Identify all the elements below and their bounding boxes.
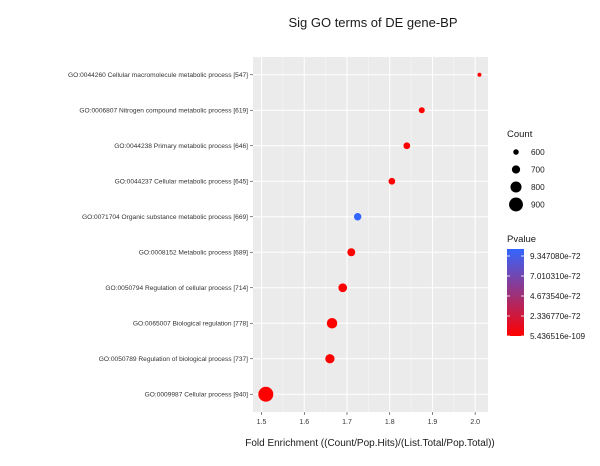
- pvalue-legend-label: 7.010310e-72: [530, 272, 581, 281]
- pvalue-legend-label: 9.347080e-72: [530, 252, 581, 261]
- pvalue-legend-label: 5.436516e-109: [530, 332, 586, 341]
- count-legend-dot: [513, 149, 519, 155]
- data-point: [477, 72, 482, 77]
- x-tick-label: 1.9: [428, 419, 438, 426]
- count-legend-dot: [510, 181, 522, 193]
- grid-lines: [253, 57, 488, 412]
- count-legend-label: 800: [531, 183, 545, 192]
- y-tick-label: GO:0009987 Cellular process [940]: [145, 392, 249, 399]
- x-tick-label: 2.0: [470, 419, 480, 426]
- y-tick-label: GO:0050789 Regulation of biological proc…: [99, 356, 248, 363]
- y-tick-label: GO:0008152 Metabolic process [689]: [139, 250, 248, 257]
- data-points: [258, 72, 482, 402]
- data-point: [353, 213, 362, 221]
- plot-panel: [253, 57, 488, 412]
- y-tick-label: GO:0071704 Organic substance metabolic p…: [82, 214, 248, 221]
- data-point: [325, 354, 335, 364]
- pvalue-legend-label: 4.673540e-72: [530, 292, 581, 301]
- y-axis-labels: GO:0044260 Cellular macromolecule metabo…: [68, 72, 253, 399]
- y-tick-label: GO:0044237 Cellular metabolic process [6…: [115, 179, 249, 186]
- count-legend-title: Count: [507, 129, 533, 140]
- count-legend: Count 600 700 800 900: [507, 129, 545, 212]
- pvalue-legend-label: 2.336770e-72: [530, 312, 581, 321]
- pvalue-legend: Pvalue 9.347080e-72 7.010310e-72 4.673540e…: [507, 234, 586, 341]
- count-legend-label: 600: [531, 148, 545, 157]
- data-point: [418, 107, 425, 114]
- x-axis-title: Fold Enrichment ((Count/Pop.Hits)/(List.…: [245, 438, 495, 449]
- pvalue-colorbar: [507, 249, 524, 336]
- count-legend-label: 900: [531, 201, 545, 210]
- count-legend-dot: [509, 197, 523, 212]
- data-point: [338, 283, 348, 293]
- count-legend-label: 700: [531, 166, 545, 175]
- y-tick-label: GO:0044260 Cellular macromolecule metabo…: [68, 72, 248, 79]
- data-point: [326, 318, 338, 329]
- y-tick-label: GO:0050794 Regulation of cellular proces…: [105, 285, 248, 292]
- y-tick-label: GO:0044238 Primary metabolic process [64…: [114, 143, 248, 150]
- x-tick-label: 1.6: [299, 419, 309, 426]
- x-tick-label: 1.7: [342, 419, 352, 426]
- y-tick-label: GO:0006807 Nitrogen compound metabolic p…: [79, 108, 248, 115]
- x-tick-label: 1.5: [257, 419, 267, 426]
- data-point: [347, 248, 356, 257]
- data-point: [403, 142, 411, 150]
- y-tick-label: GO:0065007 Biological regulation [778]: [133, 321, 248, 328]
- x-axis-ticks: 1.5 1.6 1.7 1.8 1.9 2.0: [257, 412, 480, 426]
- pvalue-legend-title: Pvalue: [507, 234, 536, 245]
- count-legend-dot: [511, 165, 521, 174]
- chart-title: Sig GO terms of DE gene-BP: [288, 15, 457, 30]
- x-tick-label: 1.8: [385, 419, 395, 426]
- data-point: [258, 386, 274, 402]
- data-point: [388, 177, 396, 185]
